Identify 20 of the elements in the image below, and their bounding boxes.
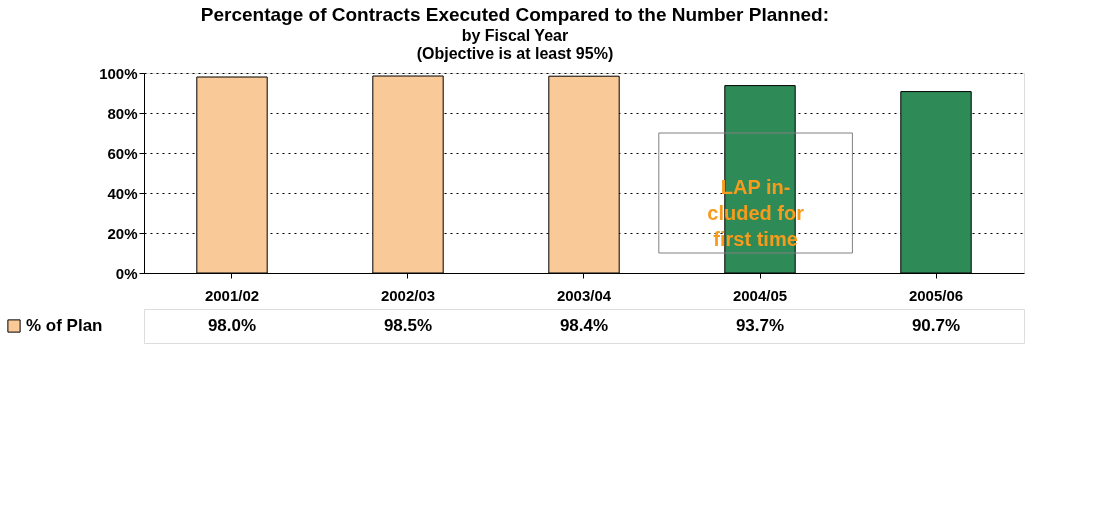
text: 98.0% — [207, 316, 257, 335]
y-tick-label: 60% — [107, 144, 138, 162]
x-tick-label: 2005/06 — [908, 286, 964, 304]
y-tick-label: 20% — [107, 224, 138, 242]
text: 98.4% — [559, 316, 609, 335]
x-tick-label: 2002/03 — [380, 286, 436, 304]
x-tick-label: 2004/05 — [732, 286, 788, 304]
chart-subtitle: by Fiscal Year — [461, 26, 569, 44]
text: 90.7% — [911, 316, 961, 335]
x-tick-label: 2001/02 — [204, 286, 260, 304]
text: 98.5% — [383, 316, 433, 335]
y-tick-label: 80% — [107, 104, 138, 122]
y-tick-label: 40% — [107, 184, 138, 202]
text: 93.7% — [735, 316, 785, 335]
x-tick-label: 2003/04 — [556, 286, 612, 304]
text: (Objective is at least 95%) — [416, 44, 614, 62]
legend-label: % of Plan — [26, 316, 103, 335]
y-tick-label: 100% — [99, 64, 138, 82]
chart-title: Percentage of Contracts Executed Compared to the Number Planned: — [200, 3, 830, 25]
y-tick-label: 0% — [115, 264, 138, 282]
